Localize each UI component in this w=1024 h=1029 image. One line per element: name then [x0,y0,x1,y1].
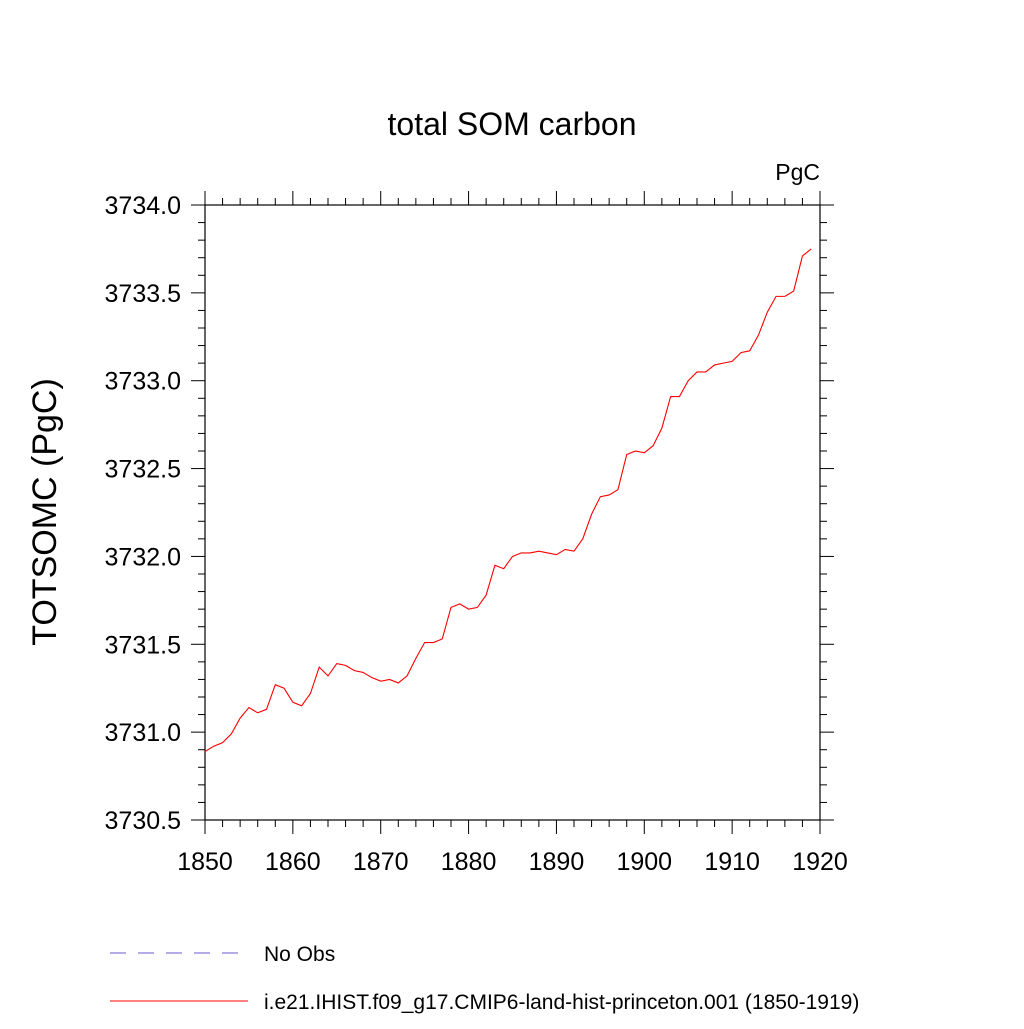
series-line-1 [204,248,812,752]
y-tick-label: 3730.5 [105,807,181,835]
x-tick-label: 1860 [265,848,321,876]
x-tick-label: 1880 [441,848,497,876]
x-tick-label: 1910 [704,848,760,876]
y-axis-label: TOTSOMC (PgC) [26,378,64,646]
x-tick-label: 1890 [529,848,585,876]
y-tick-label: 3731.0 [105,719,181,747]
units-label: PgC [775,159,820,185]
plot-frame [204,204,821,821]
y-tick-label: 3733.5 [105,280,181,308]
legend-label-0: No Obs [264,943,335,966]
y-tick-label: 3733.0 [105,368,181,396]
x-tick-label: 1870 [353,848,409,876]
y-tick-label: 3732.0 [105,543,181,571]
chart-title: total SOM carbon [388,106,637,142]
x-tick-label: 1850 [177,848,233,876]
y-tick-label: 3734.0 [105,192,181,220]
y-tick-label: 3731.5 [105,631,181,659]
legend: No Obs i.e21.IHIST.f09_g17.CMIP6-land-his… [110,943,859,1014]
legend-label-1: i.e21.IHIST.f09_g17.CMIP6-land-hist-prin… [264,991,859,1014]
x-tick-label: 1900 [616,848,672,876]
plot-series [204,248,812,752]
plot-axes: 1850 1860 1870 1880 1890 1900 1910 1920 3730.5 37… [105,191,848,876]
x-tick-label: 1920 [792,848,848,876]
y-tick-label: 3732.5 [105,456,181,484]
